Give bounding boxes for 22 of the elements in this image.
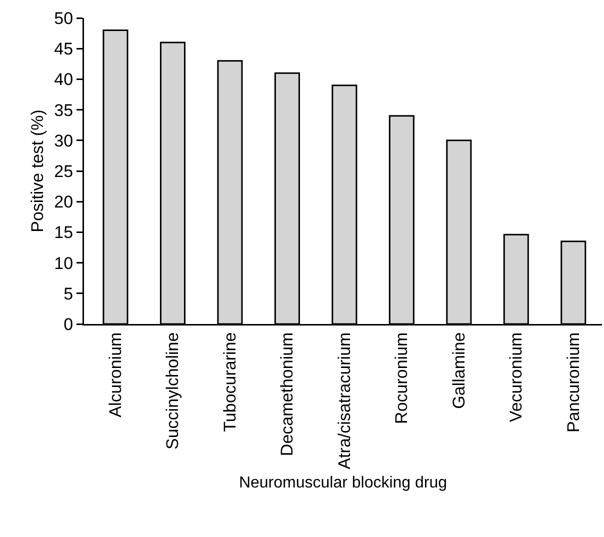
y-axis-title: Positive test (%) bbox=[28, 110, 47, 232]
x-tick-label: Alcuronium bbox=[106, 332, 126, 418]
x-tick-label: Succinylcholine bbox=[163, 332, 182, 450]
x-tick-label: Atra/cisatracurium bbox=[334, 332, 354, 470]
x-tick-label: Gallamine bbox=[449, 332, 468, 409]
y-tick-label: 25 bbox=[54, 162, 74, 181]
y-tick-label: 5 bbox=[64, 284, 74, 304]
y-tick-label: 10 bbox=[54, 254, 74, 273]
y-tick-label: 15 bbox=[54, 223, 74, 242]
y-tick-label: 30 bbox=[54, 131, 74, 150]
y-tick-label: 20 bbox=[54, 192, 74, 212]
y-tick-label: 40 bbox=[54, 70, 74, 90]
x-tick-label: Tubocurarine bbox=[220, 332, 240, 432]
x-tick-label: Rocuronium bbox=[392, 332, 412, 424]
x-tick-label: Decamethonium bbox=[278, 332, 297, 456]
y-tick-label: 50 bbox=[54, 8, 74, 28]
x-tick-label: Pancuronium bbox=[564, 332, 583, 432]
y-tick-label: 35 bbox=[54, 100, 74, 120]
y-tick-label: 0 bbox=[64, 314, 74, 334]
y-tick-label: 45 bbox=[54, 40, 74, 59]
x-tick-label: Vecuronium bbox=[506, 332, 526, 422]
x-axis-title: Neuromuscular blocking drug bbox=[238, 474, 448, 492]
